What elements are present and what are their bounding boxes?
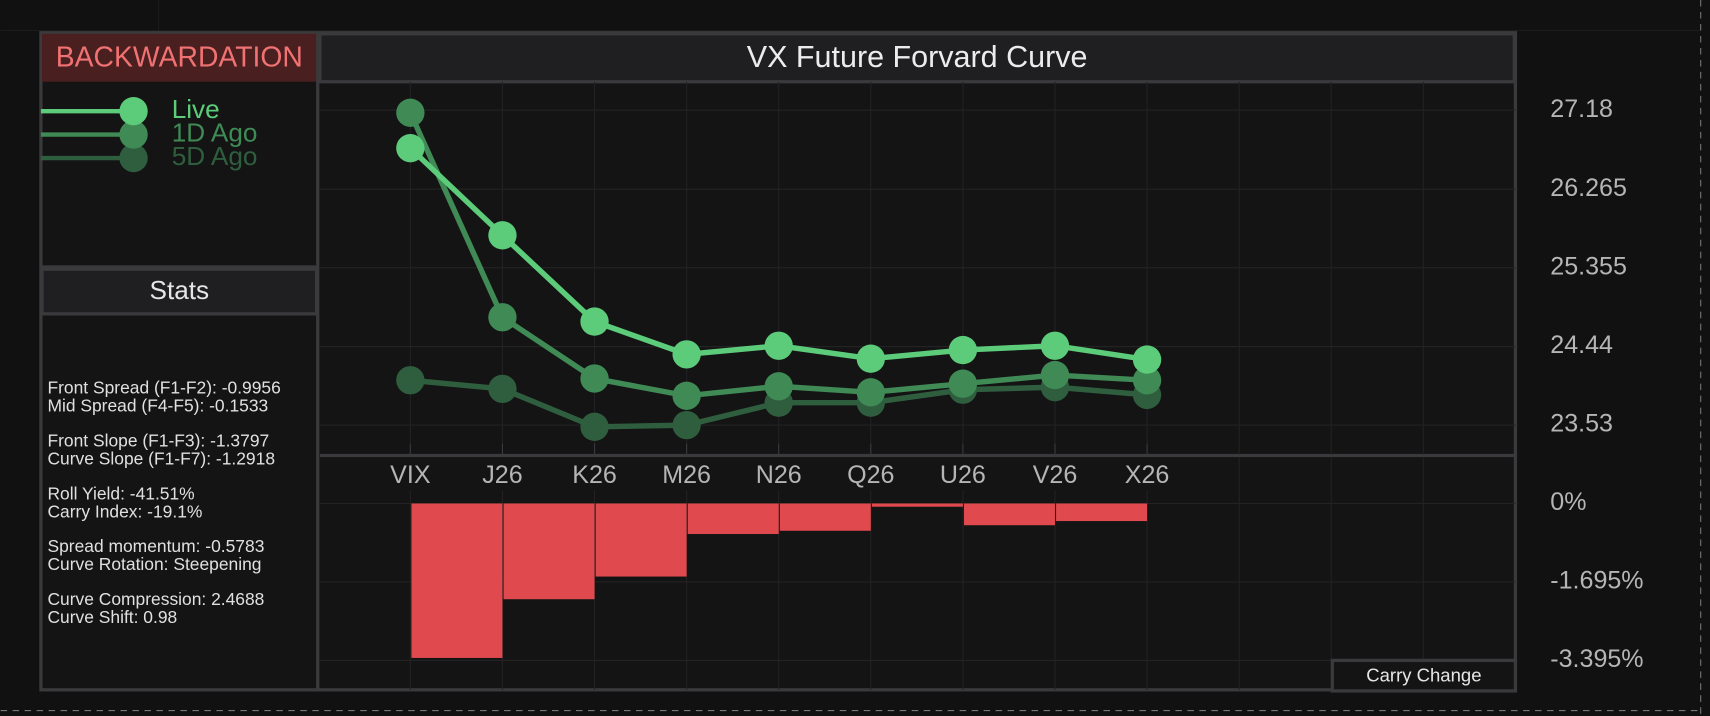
legend-label: 1D Ago xyxy=(172,117,258,147)
point xyxy=(764,331,793,360)
point xyxy=(1132,366,1162,395)
point xyxy=(488,374,517,404)
x-tick-label: U26 xyxy=(940,461,986,489)
point xyxy=(1132,345,1162,374)
point xyxy=(856,344,885,373)
stats-title: Stats xyxy=(150,275,210,305)
legend-marker xyxy=(119,96,148,126)
bar xyxy=(871,503,963,507)
point xyxy=(396,366,425,395)
point xyxy=(948,369,978,398)
point xyxy=(580,307,609,336)
stat-line: Mid Spread (F4-F5): -0.1533 xyxy=(47,396,268,416)
bar xyxy=(595,503,687,577)
stat-line: Front Slope (F1-F3): -1.3797 xyxy=(47,431,269,451)
legend-box xyxy=(1330,658,1518,693)
bar xyxy=(1056,503,1148,522)
x-tick-label: K26 xyxy=(572,461,617,489)
stat-line: Front Spread (F1-F2): -0.9956 xyxy=(47,378,280,398)
y-tick-label: 23.53 xyxy=(1550,410,1613,438)
stat-line: Curve Rotation: Steepening xyxy=(47,554,261,574)
point xyxy=(580,364,609,393)
point xyxy=(672,410,701,440)
x-tick-label: VIX xyxy=(390,461,431,489)
point xyxy=(672,381,701,410)
legend-marker xyxy=(119,143,148,173)
point xyxy=(396,134,425,163)
y-tick-label: 0% xyxy=(1550,488,1586,516)
bar xyxy=(779,503,871,531)
x-tick-label: X26 xyxy=(1125,461,1170,489)
bar xyxy=(503,503,595,600)
point xyxy=(1040,360,1070,390)
point xyxy=(488,221,517,250)
x-tick-label: N26 xyxy=(756,461,802,489)
y-tick-label: 26.265 xyxy=(1550,174,1627,202)
y-tick-label: 25.355 xyxy=(1550,252,1627,280)
point xyxy=(488,303,517,332)
legend-label: 5D Ago xyxy=(172,141,258,171)
x-tick-label: V26 xyxy=(1033,461,1078,489)
y-tick-label: 27.18 xyxy=(1550,95,1613,123)
point xyxy=(856,378,885,407)
y-tick-label: -1.695% xyxy=(1550,566,1643,594)
legend-label: Live xyxy=(172,94,220,124)
legend-label: Carry Change xyxy=(1366,665,1481,686)
point xyxy=(764,372,793,401)
stat-line: Spread momentum: -0.5783 xyxy=(47,536,264,556)
point xyxy=(672,340,701,369)
bar xyxy=(963,503,1055,526)
legend-marker xyxy=(119,120,148,149)
stat-line: Carry Index: -19.1% xyxy=(47,501,202,521)
stat-line: Curve Compression: 2.4688 xyxy=(47,589,264,609)
stat-line: Curve Slope (F1-F7): -1.2918 xyxy=(47,449,275,469)
badge: BACKWARDATION xyxy=(56,41,303,73)
stats-header xyxy=(40,267,319,316)
bar xyxy=(411,503,503,658)
point xyxy=(580,412,609,442)
title-bar xyxy=(318,32,1516,84)
point xyxy=(1040,331,1070,360)
y-tick-label: -3.395% xyxy=(1550,645,1643,673)
stat-line: Roll Yield: -41.51% xyxy=(47,483,194,503)
x-tick-label: Q26 xyxy=(847,461,894,489)
background-grid xyxy=(0,0,1701,33)
chart-title: VX Future Forvard Curve xyxy=(747,40,1088,74)
y-tick-label: 24.44 xyxy=(1550,331,1613,359)
point xyxy=(396,98,425,127)
point xyxy=(948,335,978,365)
stat-line: Curve Shift: 0.98 xyxy=(47,607,177,627)
x-tick-label: J26 xyxy=(482,461,522,489)
bar xyxy=(687,503,779,535)
badge-bg xyxy=(42,33,317,82)
x-tick-label: M26 xyxy=(662,461,711,489)
